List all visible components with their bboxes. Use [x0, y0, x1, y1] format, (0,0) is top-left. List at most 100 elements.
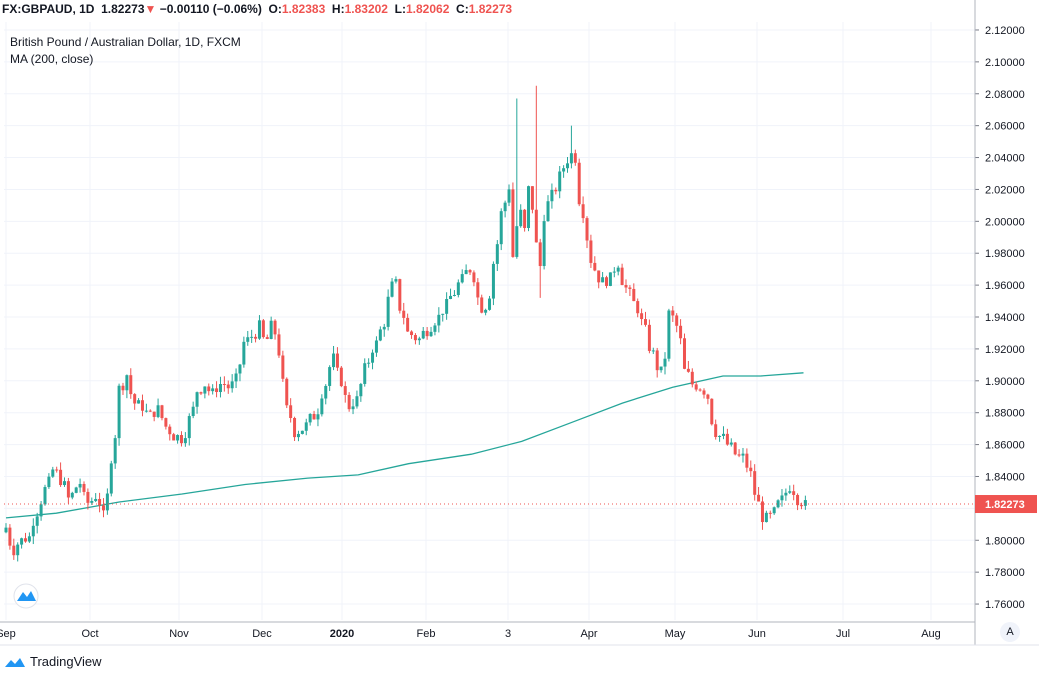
candle: [511, 182, 515, 258]
candle-body: [351, 406, 355, 410]
candle-body: [495, 244, 499, 264]
candle-body: [386, 296, 390, 327]
candle: [495, 240, 499, 272]
candle: [238, 363, 242, 382]
candle: [172, 432, 176, 441]
candle-body: [714, 424, 718, 437]
candle-body: [577, 162, 581, 205]
candle: [39, 501, 43, 521]
chart-legend[interactable]: British Pound / Australian Dollar, 1D, F…: [10, 34, 241, 68]
candle-body: [530, 186, 534, 210]
candle-body: [655, 350, 659, 371]
candle-body: [671, 310, 675, 316]
candle: [378, 326, 382, 342]
candle-body: [788, 491, 792, 493]
candle-body: [316, 414, 320, 420]
candle-body: [164, 418, 168, 427]
y-tick-label: 2.00000: [985, 216, 1025, 228]
candle: [480, 294, 484, 314]
candle: [503, 200, 507, 218]
candle: [710, 398, 714, 426]
last-price-tag: [975, 495, 1037, 514]
candle-body: [94, 498, 98, 502]
candle-body: [464, 270, 468, 275]
candle-body: [792, 491, 796, 495]
candle-body: [468, 270, 472, 273]
candle-body: [98, 498, 102, 506]
open-value: 1.82383: [281, 2, 326, 16]
candle: [257, 315, 261, 340]
candle: [413, 333, 417, 345]
candle: [254, 333, 258, 343]
candle-body: [172, 434, 176, 441]
auto-scale-button[interactable]: A: [1000, 622, 1020, 642]
candle: [768, 510, 772, 519]
candle-body: [261, 320, 265, 338]
candle: [741, 447, 745, 463]
candle-body: [382, 326, 386, 330]
candle-body: [421, 330, 425, 339]
candle-body: [605, 277, 609, 286]
candle-body: [550, 189, 554, 202]
y-tick-label: 1.80000: [985, 535, 1025, 547]
candle: [187, 413, 191, 446]
candle: [534, 85, 538, 243]
candle: [589, 234, 593, 268]
tradingview-brand[interactable]: TradingView: [4, 654, 102, 669]
candle-body: [308, 413, 312, 423]
candle: [304, 418, 308, 436]
candle-body: [320, 398, 324, 415]
candle: [242, 336, 246, 368]
candle-body: [772, 507, 776, 514]
candle: [211, 384, 215, 395]
y-tick-label: 1.88000: [985, 408, 1025, 420]
candle-body: [343, 386, 347, 395]
candle-body: [780, 495, 784, 501]
candle-body: [265, 337, 269, 339]
x-tick-label: Jun: [748, 628, 766, 640]
x-tick-label: Dec: [252, 628, 272, 640]
candle: [651, 347, 655, 355]
legend-indicator[interactable]: MA (200, close): [10, 52, 94, 66]
candle-body: [27, 536, 31, 542]
candle-body: [491, 263, 495, 299]
candle: [300, 430, 304, 435]
candle: [468, 269, 472, 276]
candle-body: [289, 405, 293, 419]
candle: [421, 326, 425, 340]
candle-body: [176, 435, 180, 441]
candle-body: [332, 353, 336, 368]
candle: [628, 285, 632, 296]
candle-body: [410, 331, 414, 336]
candle-body: [441, 313, 445, 315]
candle-body: [374, 340, 378, 353]
candle-body: [55, 469, 59, 471]
candle: [215, 381, 219, 398]
candle-body: [620, 267, 624, 286]
candle-body: [647, 324, 651, 351]
candle: [757, 487, 761, 502]
candle: [222, 376, 226, 392]
candle-body: [686, 368, 690, 372]
candle-body: [768, 512, 772, 514]
candle: [429, 326, 433, 337]
candle: [55, 466, 59, 473]
candle: [129, 368, 133, 399]
candle: [265, 334, 269, 340]
candle-body: [725, 433, 729, 445]
candle-body: [710, 398, 714, 425]
candle-body: [378, 329, 382, 341]
candle: [226, 380, 230, 394]
candle: [402, 302, 406, 325]
candle-body: [753, 471, 757, 495]
candle: [780, 489, 784, 507]
candle: [694, 381, 698, 392]
candle: [250, 329, 254, 343]
candle-body: [558, 171, 562, 192]
candle: [620, 263, 624, 286]
candle-body: [527, 186, 531, 228]
candle: [663, 352, 667, 375]
candle: [74, 486, 78, 494]
